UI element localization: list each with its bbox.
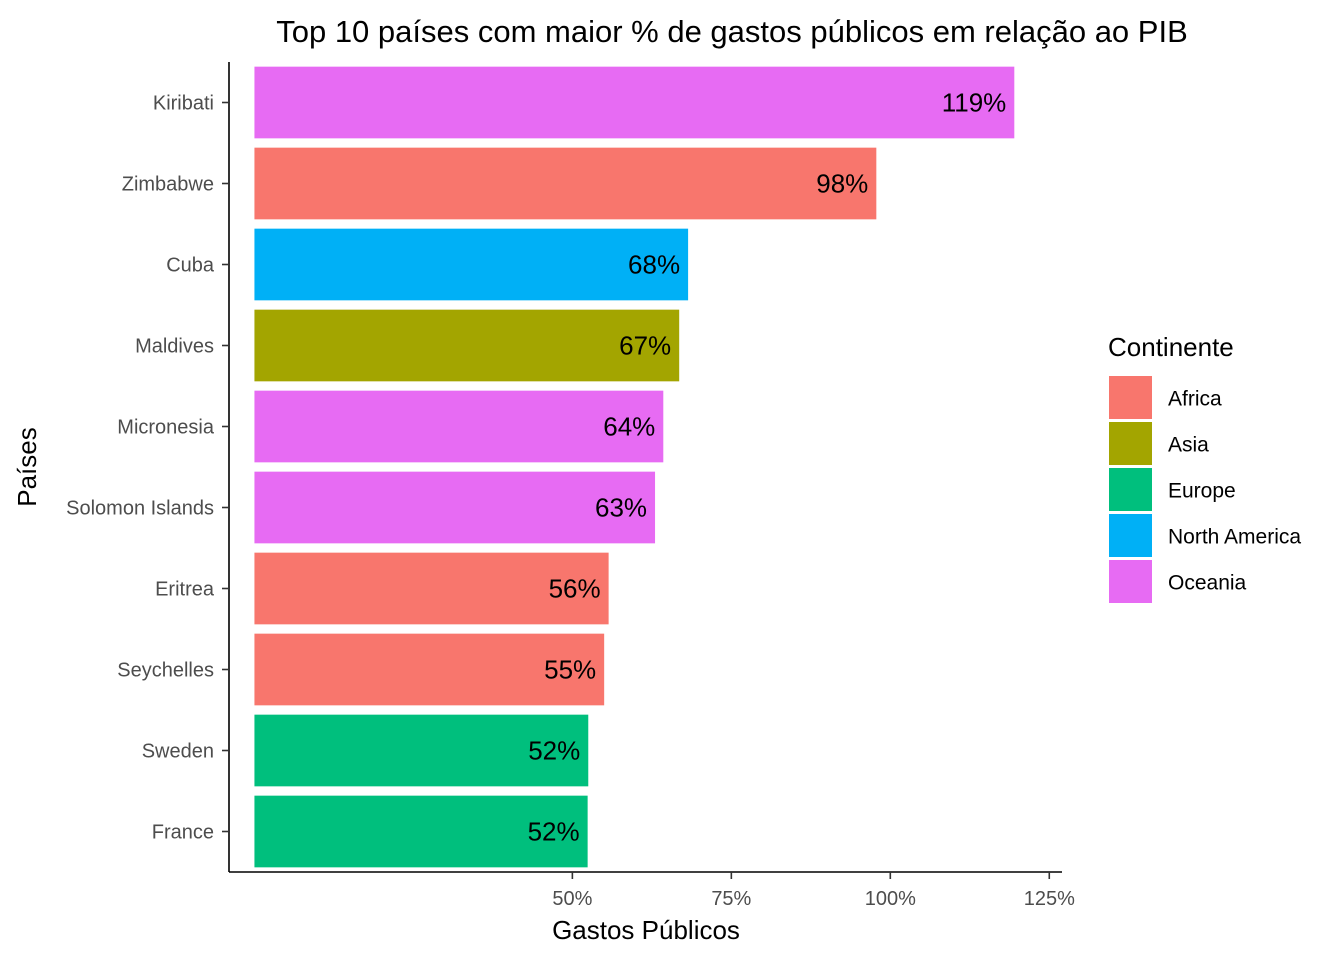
bar-labels-layer: 119% 98% 68% 67% 64% 63% 56% 55% 52% 52% [528, 88, 1007, 847]
bar-seychelles [254, 633, 605, 706]
bar-sweden [254, 714, 589, 787]
legend-title: Continente [1108, 332, 1234, 362]
bar-value-label: 67% [619, 331, 671, 361]
legend-label: Africa [1168, 388, 1222, 411]
legend-key-oceania [1109, 560, 1152, 603]
x-ticks-layer: 50% 75% 100% 125% [552, 872, 1075, 910]
legend-entries: Africa Asia Europe North America Oceania [1109, 376, 1301, 603]
y-tick-label: Cuba [166, 255, 215, 277]
legend-label: Europe [1168, 480, 1236, 503]
y-tick-label: Solomon Islands [66, 498, 214, 520]
bar-value-label: 55% [544, 655, 596, 685]
bar-eritrea [254, 552, 609, 625]
bar-value-label: 64% [603, 412, 655, 442]
bar-zimbabwe [254, 147, 877, 220]
x-tick-label: 75% [711, 888, 751, 910]
y-tick-label: Maldives [135, 336, 214, 358]
y-tick-label: Kiribati [153, 93, 214, 115]
y-tick-label: Zimbabwe [122, 174, 214, 196]
y-tick-label: Eritrea [155, 579, 215, 601]
bar-maldives [254, 309, 680, 382]
bar-value-label: 68% [628, 250, 680, 280]
legend-key-asia [1109, 422, 1152, 465]
y-ticks-layer: Kiribati Zimbabwe Cuba Maldives Micronesia So… [66, 93, 229, 844]
x-axis-title: Gastos Públicos [552, 915, 740, 945]
bar-value-label: 98% [816, 169, 868, 199]
bar-value-label: 56% [549, 574, 601, 604]
legend-label: North America [1168, 526, 1301, 549]
bar-micronesia [254, 390, 664, 463]
chart-title: Top 10 países com maior % de gastos públ… [276, 14, 1188, 49]
y-axis-title: Países [12, 427, 42, 507]
bar-cuba [254, 228, 689, 301]
y-tick-label: France [152, 822, 214, 844]
bar-value-label: 52% [528, 736, 580, 766]
bar-value-label: 52% [528, 817, 580, 847]
bar-kiribati [254, 66, 1015, 139]
y-tick-label: Micronesia [117, 417, 215, 439]
y-tick-label: Sweden [142, 741, 214, 763]
legend-key-africa [1109, 376, 1152, 419]
y-tick-label: Seychelles [117, 660, 214, 682]
legend-label: Oceania [1168, 572, 1247, 595]
bar-solomon-islands [254, 471, 656, 544]
bar-value-label: 119% [942, 88, 1007, 118]
legend-key-europe [1109, 468, 1152, 511]
x-tick-label: 125% [1024, 888, 1075, 910]
legend-key-north-america [1109, 514, 1152, 557]
bars-layer [254, 66, 1015, 868]
legend: Continente Africa Asia Europe North America… [1108, 332, 1301, 603]
x-tick-label: 100% [865, 888, 916, 910]
bar-france [254, 795, 588, 868]
bar-value-label: 63% [595, 493, 647, 523]
legend-label: Asia [1168, 434, 1209, 457]
x-tick-label: 50% [552, 888, 592, 910]
